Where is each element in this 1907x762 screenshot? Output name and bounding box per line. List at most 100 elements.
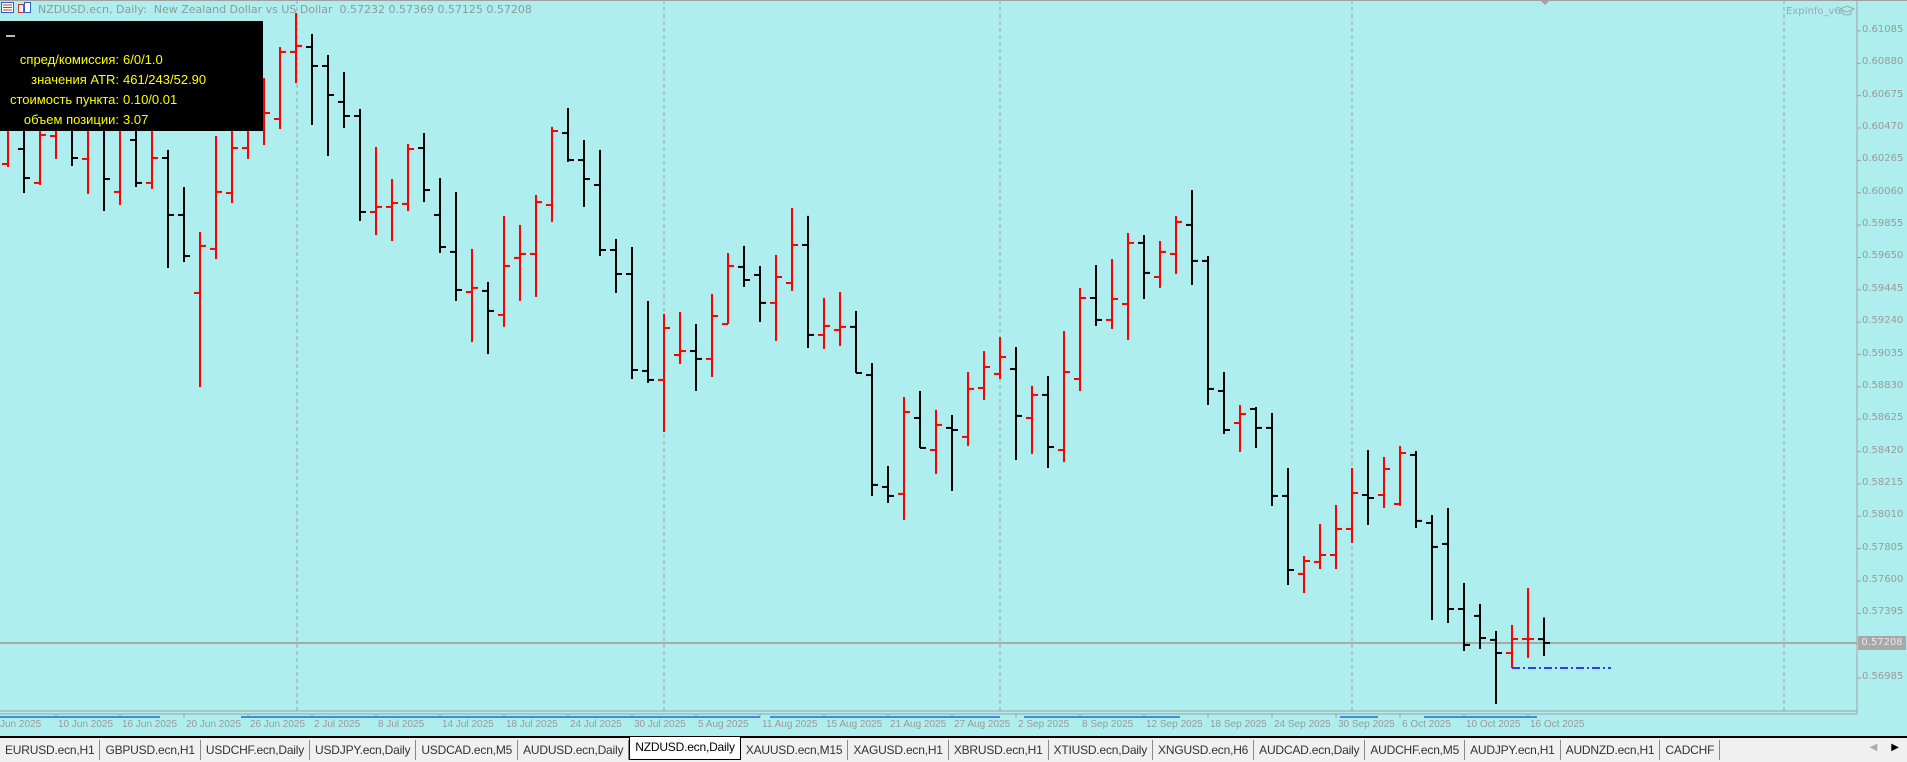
ohlc-bar xyxy=(930,409,942,475)
minimize-icon[interactable] xyxy=(6,35,15,37)
tab-usdcad-ecn-m5[interactable]: USDCAD.ecn,M5 xyxy=(416,740,519,760)
tab-usdchf-ecn-daily[interactable]: USDCHF.ecn,Daily xyxy=(201,740,311,760)
tab-audnzd-ecn-h1[interactable]: AUDNZD.ecn,H1 xyxy=(1561,740,1661,760)
triangle-left-icon[interactable]: ◀ xyxy=(1869,742,1878,753)
ohlc-bar xyxy=(898,396,910,520)
tab-audcad-ecn-daily[interactable]: AUDCAD.ecn,Daily xyxy=(1254,740,1366,760)
triangle-right-icon[interactable]: ▶ xyxy=(1891,742,1899,753)
time-tick-label: 10 Oct 2025 xyxy=(1466,719,1521,730)
price-tick-label: 0.60265 xyxy=(1862,153,1904,165)
tab-eurusd-ecn-h1[interactable]: EURUSD.ecn,H1 xyxy=(0,740,101,760)
info-label: значения ATR: xyxy=(31,72,119,87)
info-label: объем позиции: xyxy=(23,112,119,127)
ohlc-bar xyxy=(338,71,350,128)
current-price-label: 0.57208 xyxy=(1858,636,1906,650)
ohlc-bar xyxy=(370,146,382,236)
tab-audjpy-ecn-h1[interactable]: AUDJPY.ecn,H1 xyxy=(1465,740,1561,760)
ohlc-bar xyxy=(962,372,974,446)
ohlc-bar xyxy=(1282,468,1294,585)
time-tick-label: Jun 2025 xyxy=(0,719,42,730)
tab-xauusd-ecn-m15[interactable]: XAUUSD.ecn,M15 xyxy=(741,740,849,760)
ohlc-bar xyxy=(498,215,510,327)
ohlc-bar xyxy=(226,119,238,203)
time-tick-label: 24 Jul 2025 xyxy=(570,719,622,730)
ohlc-bar xyxy=(34,125,46,185)
ohlc-bar xyxy=(914,390,926,449)
ohlc-bar xyxy=(834,292,846,346)
ohlc-bar xyxy=(674,311,686,364)
ohlc-bar xyxy=(802,215,814,349)
price-tick-label: 0.60880 xyxy=(1862,56,1904,68)
time-tick-label: 10 Jun 2025 xyxy=(58,719,114,730)
price-tick-label: 0.59240 xyxy=(1862,315,1904,327)
ohlc-bar xyxy=(530,194,542,297)
ohlc-bar xyxy=(818,298,830,349)
tab-xagusd-ecn-h1[interactable]: XAGUSD.ecn,H1 xyxy=(848,740,949,760)
tab-cadchf[interactable]: CADCHF xyxy=(1660,740,1721,760)
tab-xngusd-ecn-h6[interactable]: XNGUSD.ecn,H6 xyxy=(1153,740,1255,760)
tab-gbpusd-ecn-h1[interactable]: GBPUSD.ecn,H1 xyxy=(100,740,201,760)
ohlc-bar xyxy=(162,149,174,269)
ohlc-bar xyxy=(1026,385,1038,454)
ohlc-bar xyxy=(1490,630,1502,705)
ohlc-bar xyxy=(1330,504,1342,570)
expinfo-panel: спред/комиссия: 6/0/1.0 значения ATR: 461/… xyxy=(0,21,263,131)
time-tick-label: 20 Jun 2025 xyxy=(186,719,242,730)
info-row-atr: значения ATR: 461/243/52.90 xyxy=(0,72,263,90)
info-row-point-value: стоимость пункта: 0.10/0.01 xyxy=(0,92,263,110)
ohlc-bar xyxy=(466,248,478,343)
tab-nzdusd-ecn-daily[interactable]: NZDUSD.ecn,Daily xyxy=(629,736,741,760)
ohlc-bar xyxy=(1170,215,1182,275)
ohlc-bar xyxy=(850,310,862,374)
time-tick-label: 8 Jul 2025 xyxy=(378,719,425,730)
price-tick-label: 0.58215 xyxy=(1862,476,1904,488)
ohlc-bar xyxy=(754,265,766,323)
graduation-cap-icon xyxy=(1839,5,1855,16)
time-tick-label: 21 Aug 2025 xyxy=(890,719,947,730)
ohlc-bar xyxy=(418,133,430,203)
ohlc-bar xyxy=(546,126,558,222)
tab-xtiusd-ecn-daily[interactable]: XTIUSD.ecn,Daily xyxy=(1049,740,1154,760)
ohlc-bar xyxy=(1442,507,1454,624)
ohlc-bar xyxy=(1106,259,1118,329)
time-tick-label: 5 Aug 2025 xyxy=(698,719,749,730)
price-tick-label: 0.60470 xyxy=(1862,121,1904,132)
chart-window-icon[interactable] xyxy=(18,2,31,13)
ohlc-bar xyxy=(562,107,574,162)
time-tick-label: 27 Aug 2025 xyxy=(954,719,1011,730)
price-tick-label: 0.59855 xyxy=(1862,218,1904,230)
ohlc-bar xyxy=(594,149,606,257)
ohlc-bar xyxy=(626,247,638,379)
ohlc-bar xyxy=(386,178,398,242)
tab-xbrusd-ecn-h1[interactable]: XBRUSD.ecn,H1 xyxy=(949,740,1049,760)
info-label: спред/комиссия: xyxy=(19,52,119,67)
ohlc-bar xyxy=(578,139,590,207)
time-tick-label: 30 Jul 2025 xyxy=(634,719,686,730)
ohlc-bar xyxy=(866,363,878,496)
price-tick-label: 0.59035 xyxy=(1862,347,1904,359)
price-tick-label: 0.58830 xyxy=(1862,379,1904,391)
ohlc-bar xyxy=(658,313,670,433)
price-tick-label: 0.59445 xyxy=(1862,282,1904,294)
time-tick-label: 30 Sep 2025 xyxy=(1338,719,1395,730)
time-tick-label: 18 Jul 2025 xyxy=(506,719,558,730)
chart-shift-marker[interactable] xyxy=(1540,0,1550,5)
tab-usdjpy-ecn-daily[interactable]: USDJPY.ecn,Daily xyxy=(310,740,417,760)
list-icon[interactable] xyxy=(1,2,14,13)
ohlc-bar xyxy=(1090,265,1102,326)
tab-audchf-ecn-m5[interactable]: AUDCHF.ecn,M5 xyxy=(1365,740,1466,760)
ohlc-bar xyxy=(1218,372,1230,434)
ohlc-bar xyxy=(1362,450,1374,526)
ohlc-bar xyxy=(1010,346,1022,460)
tab-audusd-ecn-daily[interactable]: AUDUSD.ecn,Daily xyxy=(518,740,630,760)
ohlc-bar xyxy=(274,47,286,129)
ohlc-bar xyxy=(1538,617,1550,657)
ohlc-bar xyxy=(1346,468,1358,543)
ohlc-bar xyxy=(306,33,318,126)
ohlc-bar xyxy=(1314,523,1326,570)
ohlc-bar xyxy=(1202,256,1214,406)
time-tick-label: 2 Sep 2025 xyxy=(1018,719,1070,730)
ohlc-bar xyxy=(1394,445,1406,506)
ohlc-bar xyxy=(434,178,446,254)
price-chart[interactable] xyxy=(0,0,1907,736)
